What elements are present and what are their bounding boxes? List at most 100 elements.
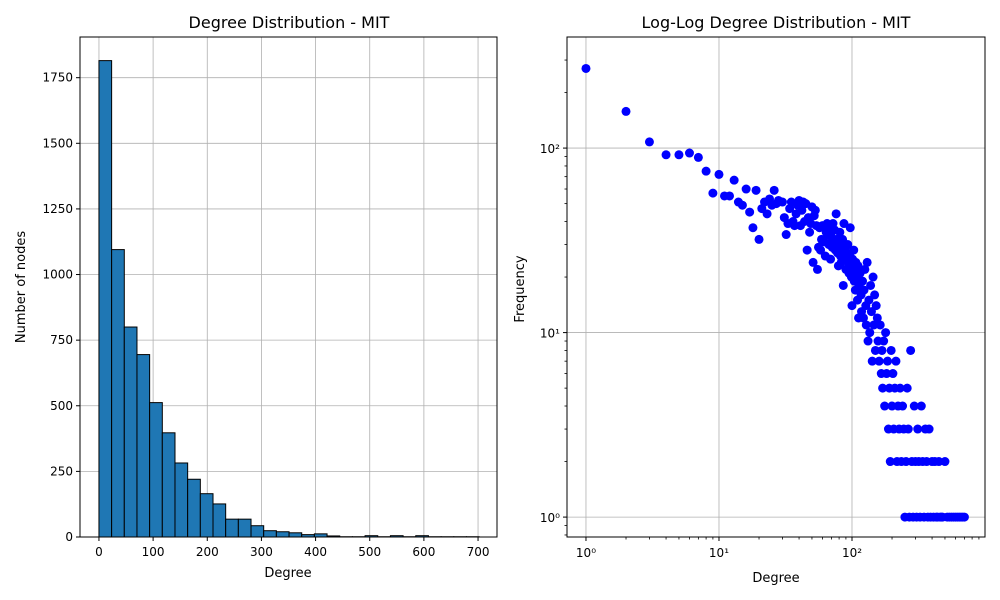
loglog-point	[684, 148, 694, 158]
loglog-axes-frame	[566, 36, 986, 538]
loglog-point	[777, 197, 787, 207]
loglog-point	[693, 152, 703, 162]
histogram-bar	[225, 518, 239, 538]
histogram-x-tick-label: 0	[95, 545, 103, 559]
loglog-point	[895, 383, 905, 393]
loglog-point	[886, 345, 896, 355]
loglog-point	[745, 207, 755, 217]
histogram-x-ticks: 0 100 200 300 400 500 600 700	[95, 537, 489, 559]
loglog-point	[878, 383, 888, 393]
loglog-x-tick-label: 10²	[842, 546, 862, 560]
loglog-point	[867, 356, 877, 366]
histogram-x-tick-label: 100	[142, 545, 165, 559]
loglog-point	[864, 295, 874, 305]
histogram-x-tick-label: 300	[250, 545, 273, 559]
loglog-point	[769, 185, 779, 195]
histogram-bar	[275, 531, 290, 538]
loglog-y-tick-label: 10¹	[540, 327, 560, 341]
histogram-bar	[161, 432, 176, 538]
loglog-point	[861, 320, 871, 330]
histogram-bar	[98, 60, 113, 538]
loglog-point	[877, 345, 887, 355]
histogram-bar	[288, 532, 303, 538]
loglog-point	[883, 356, 893, 366]
loglog-point	[831, 209, 841, 219]
loglog-point	[847, 301, 857, 311]
histogram-bar	[199, 493, 214, 538]
loglog-x-tick-label: 10¹	[709, 546, 729, 560]
loglog-point	[838, 280, 848, 290]
loglog-points	[581, 63, 969, 522]
histogram-y-tick-label: 250	[50, 464, 73, 478]
loglog-point	[797, 205, 807, 215]
histogram-y-tick-label: 0	[65, 530, 73, 544]
loglog-point	[729, 175, 739, 185]
loglog-point	[849, 245, 859, 255]
loglog-point	[754, 234, 764, 244]
loglog-point	[866, 280, 876, 290]
loglog-point	[880, 401, 890, 411]
loglog-x-label: Degree	[752, 571, 799, 586]
loglog-point	[762, 209, 772, 219]
histogram-bar	[111, 249, 125, 538]
loglog-y-tick-label: 10²	[540, 142, 560, 156]
loglog-y-tick-label: 10⁰	[540, 511, 560, 525]
histogram-bar	[237, 518, 252, 538]
loglog-point	[621, 106, 631, 116]
loglog-point	[826, 254, 836, 264]
loglog-point	[581, 63, 591, 73]
loglog-point	[859, 285, 869, 295]
histogram-y-tick-label: 1750	[42, 71, 73, 85]
loglog-point	[858, 313, 868, 323]
loglog-y-label: Frequency	[513, 255, 528, 322]
histogram-x-label: Degree	[264, 566, 311, 581]
histogram-bar	[263, 530, 277, 538]
histogram-bar	[174, 462, 189, 538]
loglog-point	[865, 328, 875, 338]
loglog-point	[845, 223, 855, 233]
loglog-point	[870, 290, 880, 300]
loglog-point	[863, 336, 873, 346]
histogram-bar	[212, 503, 227, 538]
histogram-x-tick-label: 700	[467, 545, 490, 559]
loglog-point	[871, 301, 881, 311]
loglog-point	[674, 150, 684, 160]
histogram-bar	[123, 326, 138, 538]
loglog-x-ticks: 10⁰ 10¹ 10²	[576, 537, 980, 560]
loglog-point	[888, 369, 898, 379]
histogram-bar	[136, 354, 151, 538]
histogram-axes-frame	[79, 36, 498, 538]
histogram-y-ticks: 0 250 500 750 1000 1250 1500 1750	[42, 71, 80, 544]
loglog-point	[906, 345, 916, 355]
loglog-point	[858, 276, 868, 286]
histogram-y-tick-label: 1250	[42, 202, 73, 216]
loglog-point	[725, 191, 735, 201]
histogram-title: Degree Distribution - MIT	[189, 13, 390, 32]
loglog-point	[805, 227, 815, 237]
loglog-point	[701, 166, 711, 176]
loglog-point	[810, 205, 820, 215]
loglog-point	[708, 188, 718, 198]
histogram-y-label: Number of nodes	[14, 231, 29, 343]
loglog-point	[959, 512, 969, 522]
histogram-bar	[149, 402, 163, 538]
loglog-point	[802, 245, 812, 255]
loglog-point	[853, 261, 863, 271]
loglog-point	[714, 169, 724, 179]
loglog-point	[879, 336, 889, 346]
loglog-point	[898, 401, 908, 411]
loglog-title: Log-Log Degree Distribution - MIT	[642, 13, 911, 32]
loglog-point	[644, 137, 654, 147]
loglog-point	[909, 401, 919, 411]
loglog-point	[885, 457, 895, 467]
histogram-x-tick-label: 200	[196, 545, 219, 559]
loglog-point	[751, 185, 761, 195]
loglog-point	[741, 184, 751, 194]
loglog-point	[891, 356, 901, 366]
histogram-y-tick-label: 1000	[42, 268, 73, 282]
loglog-point	[882, 369, 892, 379]
loglog-point	[924, 424, 934, 434]
histogram-y-tick-label: 750	[50, 333, 73, 347]
loglog-point	[737, 200, 747, 210]
